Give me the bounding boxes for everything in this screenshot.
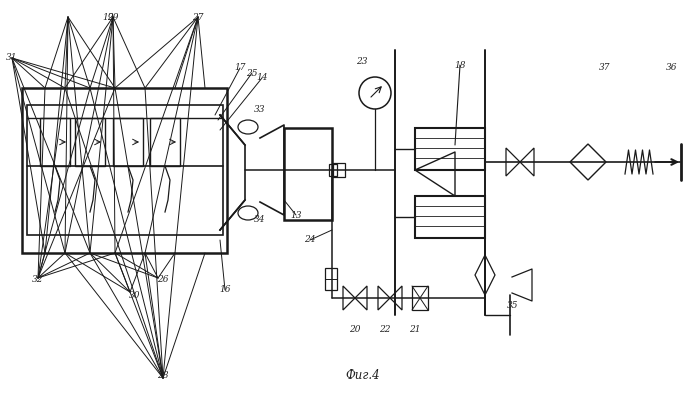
Text: 17: 17	[235, 63, 246, 73]
Bar	[329, 164, 337, 176]
Bar	[75, 118, 105, 166]
Text: 22: 22	[379, 326, 391, 334]
Polygon shape	[343, 286, 355, 310]
Bar	[333, 163, 345, 177]
Text: 20: 20	[349, 326, 361, 334]
Text: 33: 33	[254, 105, 266, 115]
Text: 28: 28	[157, 371, 169, 379]
Text: 29: 29	[107, 12, 119, 22]
Text: 19: 19	[102, 12, 114, 22]
Bar	[22, 88, 227, 253]
Bar	[150, 118, 180, 166]
Bar	[27, 105, 223, 235]
Text: 25: 25	[246, 69, 258, 77]
Polygon shape	[520, 148, 534, 176]
Text: Фиг.4: Фиг.4	[346, 369, 380, 381]
Text: 23: 23	[356, 57, 368, 67]
Text: 30: 30	[129, 290, 141, 300]
Text: 27: 27	[192, 12, 204, 22]
Text: 26: 26	[157, 275, 169, 284]
Bar	[412, 286, 428, 310]
Bar	[284, 128, 332, 220]
Text: 18: 18	[454, 61, 466, 69]
Polygon shape	[355, 286, 367, 310]
Text: 37: 37	[600, 63, 611, 73]
Text: 32: 32	[32, 275, 44, 284]
Text: 24: 24	[304, 235, 315, 245]
Polygon shape	[390, 286, 402, 310]
Polygon shape	[570, 144, 606, 180]
Text: 21: 21	[409, 326, 421, 334]
Bar	[325, 268, 337, 290]
Text: 34: 34	[254, 215, 266, 225]
Text: 16: 16	[219, 286, 231, 294]
Bar	[415, 196, 485, 238]
Bar	[415, 128, 485, 170]
Bar	[40, 118, 70, 166]
Text: 36: 36	[667, 63, 678, 73]
Polygon shape	[506, 148, 520, 176]
Text: 35: 35	[507, 300, 519, 310]
Polygon shape	[378, 286, 390, 310]
Text: 14: 14	[256, 73, 268, 83]
Polygon shape	[475, 255, 495, 295]
Bar	[113, 118, 143, 166]
Text: 31: 31	[6, 53, 17, 63]
Text: 13: 13	[290, 211, 302, 219]
